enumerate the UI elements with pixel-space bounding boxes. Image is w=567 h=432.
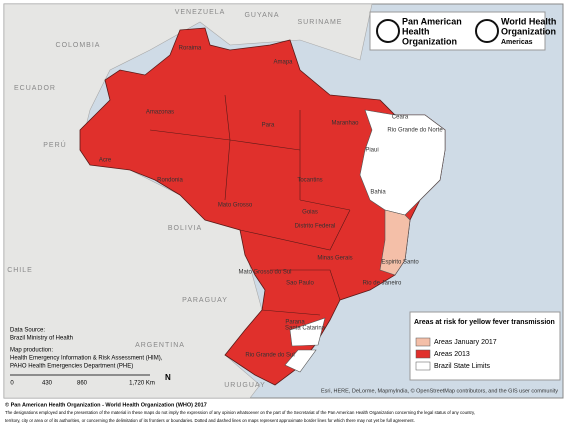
- state-label: Mato Grosso: [218, 203, 253, 209]
- state-label: Maranhao: [331, 121, 359, 127]
- who-logo: [475, 19, 499, 43]
- footer-text: © Pan American Health Organization - Wor…: [5, 401, 207, 408]
- state-label: Roraima: [179, 46, 202, 52]
- state-label: Amazonas: [146, 110, 174, 116]
- who-region: Americas: [501, 39, 533, 46]
- legend-label: Areas January 2017: [434, 339, 497, 346]
- country-label: ARGENTINA: [135, 342, 185, 349]
- state-label: Acre: [99, 158, 112, 164]
- paho-logo: [376, 19, 400, 43]
- scale-label: 1,720 Km: [129, 381, 155, 387]
- map-production: PAHO Health Emergencies Department (PHE): [10, 364, 133, 370]
- state-label: Santa Catarina: [285, 326, 326, 332]
- paho-name: Pan American: [402, 16, 462, 26]
- state-label: Rondonia: [157, 178, 183, 184]
- legend-swatch: [415, 349, 431, 359]
- state-label: Espirito Santo: [381, 260, 419, 266]
- state-label: Distrito Federal: [295, 224, 336, 230]
- footer-text: The designations employed and the presen…: [5, 410, 475, 415]
- paho-name: Organization: [402, 36, 457, 46]
- north-arrow: N: [165, 373, 171, 382]
- data-source: Data Source:: [10, 328, 45, 334]
- state-label: Goias: [302, 210, 318, 216]
- area-no-risk-south: [284, 317, 326, 373]
- state-label: Mato Grosso do Sul: [238, 270, 291, 276]
- attribution: Esri, HERE, DeLorme, MapmyIndia, © OpenS…: [321, 387, 558, 394]
- legend-items: Areas at risk for yellow fever transmiss…: [414, 319, 555, 371]
- area-no-risk: [359, 109, 446, 216]
- legend-title: Areas at risk for yellow fever transmiss…: [414, 319, 555, 326]
- state-label: Tocantins: [297, 178, 322, 184]
- country-label: SURINAME: [298, 19, 343, 26]
- map-production: Map production:: [10, 348, 53, 354]
- state-label: Piaui: [365, 148, 378, 154]
- country-label: GUYANA: [244, 12, 279, 19]
- legend-label: Brazil State Limits: [434, 363, 491, 370]
- state-label: Minas Gerais: [317, 256, 352, 262]
- country-label: BOLIVIA: [168, 225, 202, 232]
- legend-label: Areas 2013: [434, 351, 470, 358]
- country-label: ECUADOR: [14, 85, 56, 92]
- state-label: Bahia: [370, 190, 386, 196]
- legend-swatch: [415, 361, 431, 371]
- country-label: PARAGUAY: [182, 297, 228, 304]
- legend: [409, 311, 561, 381]
- state-label: Ceara: [392, 115, 409, 121]
- country-label: VENEZUELA: [175, 9, 226, 16]
- scale-label: 860: [77, 381, 88, 387]
- who-name: World Health: [501, 16, 556, 26]
- scale-label: 0: [10, 381, 14, 387]
- country-label: PERÚ: [43, 140, 66, 149]
- state-borders: [149, 94, 351, 316]
- state-label: Amapa: [273, 60, 293, 66]
- state-label: Rio de Janeiro: [363, 281, 402, 287]
- state-label: Parana: [285, 320, 305, 326]
- country-label: URUGUAY: [224, 382, 265, 389]
- state-label: Para: [262, 123, 275, 129]
- country-label: COLOMBIA: [56, 42, 101, 49]
- area-2017: [379, 209, 411, 276]
- legend-swatch: [415, 337, 431, 347]
- paho-name: Health: [402, 26, 430, 36]
- footer-text: territory, city or area or of its author…: [5, 418, 415, 423]
- map-production: Health Emergency Information & Risk Asse…: [10, 356, 163, 362]
- data-source: Brazil Ministry of Health: [10, 336, 73, 342]
- state-label: Rio Grande do Norte: [387, 128, 443, 134]
- labels: COLOMBIA VENEZUELA GUYANA SURINAME ECUADOR PE…: [7, 9, 443, 389]
- who-name: Organization: [501, 26, 556, 36]
- scale-label: 430: [42, 381, 53, 387]
- country-label: CHILE: [7, 267, 33, 274]
- state-label: Rio Grande do Sul: [245, 353, 294, 359]
- state-label: Sao Paulo: [286, 281, 314, 287]
- brazil-risk-2013: [79, 27, 446, 386]
